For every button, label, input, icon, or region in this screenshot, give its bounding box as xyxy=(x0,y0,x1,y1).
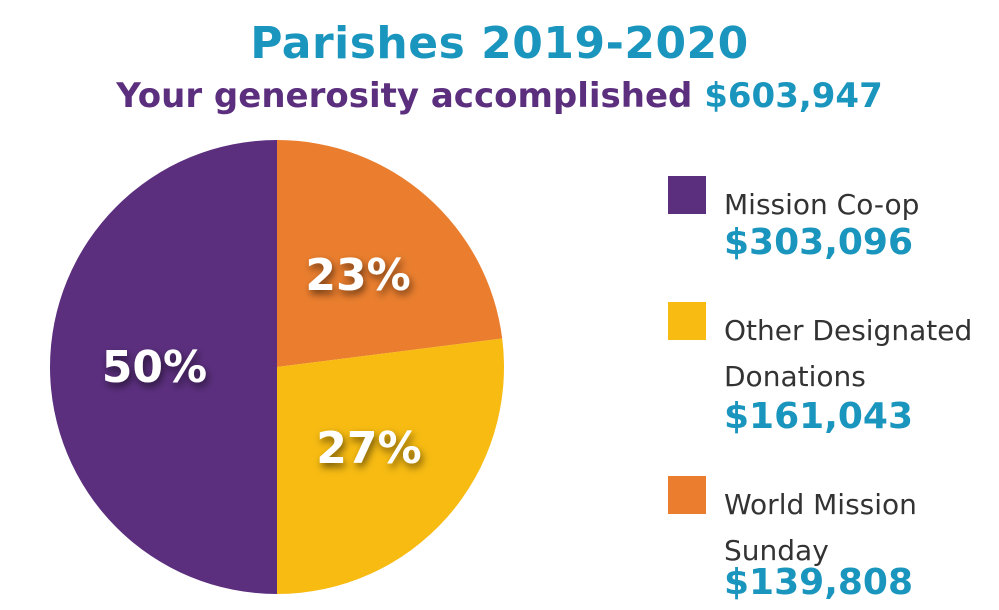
legend-value-other-designated: $161,043 xyxy=(724,396,914,437)
pct-label-other-designated: 27% xyxy=(316,423,421,474)
legend-swatch-other-designated xyxy=(668,302,706,340)
subtitle-amount: $603,947 xyxy=(704,76,883,116)
subtitle-prefix: Your generosity accomplished xyxy=(116,76,693,116)
legend-label-world-mission-sunday: World Mission Sunday xyxy=(724,488,917,567)
legend-value-world-mission-sunday: $139,808 xyxy=(724,562,914,603)
legend-value-mission-co-op: $303,096 xyxy=(724,222,914,263)
slice-world-mission-sunday xyxy=(277,140,503,367)
chart-title: Parishes 2019-2020 xyxy=(250,18,749,69)
chart-subtitle: Your generosity accomplished $603,947 xyxy=(0,76,999,116)
slice-mission-co-op xyxy=(50,140,277,594)
pct-label-world-mission-sunday: 23% xyxy=(305,250,410,301)
slice-other-designated xyxy=(277,338,504,594)
pct-label-mission-co-op: 50% xyxy=(102,342,207,393)
legend-label-mission-co-op: Mission Co-op xyxy=(724,188,920,221)
legend-swatch-mission-co-op xyxy=(668,176,706,214)
legend-swatch-world-mission-sunday xyxy=(668,476,706,514)
legend-label-other-designated: Other Designated Donations xyxy=(724,314,973,393)
pie-chart: 23% 27% 50% xyxy=(50,140,504,594)
